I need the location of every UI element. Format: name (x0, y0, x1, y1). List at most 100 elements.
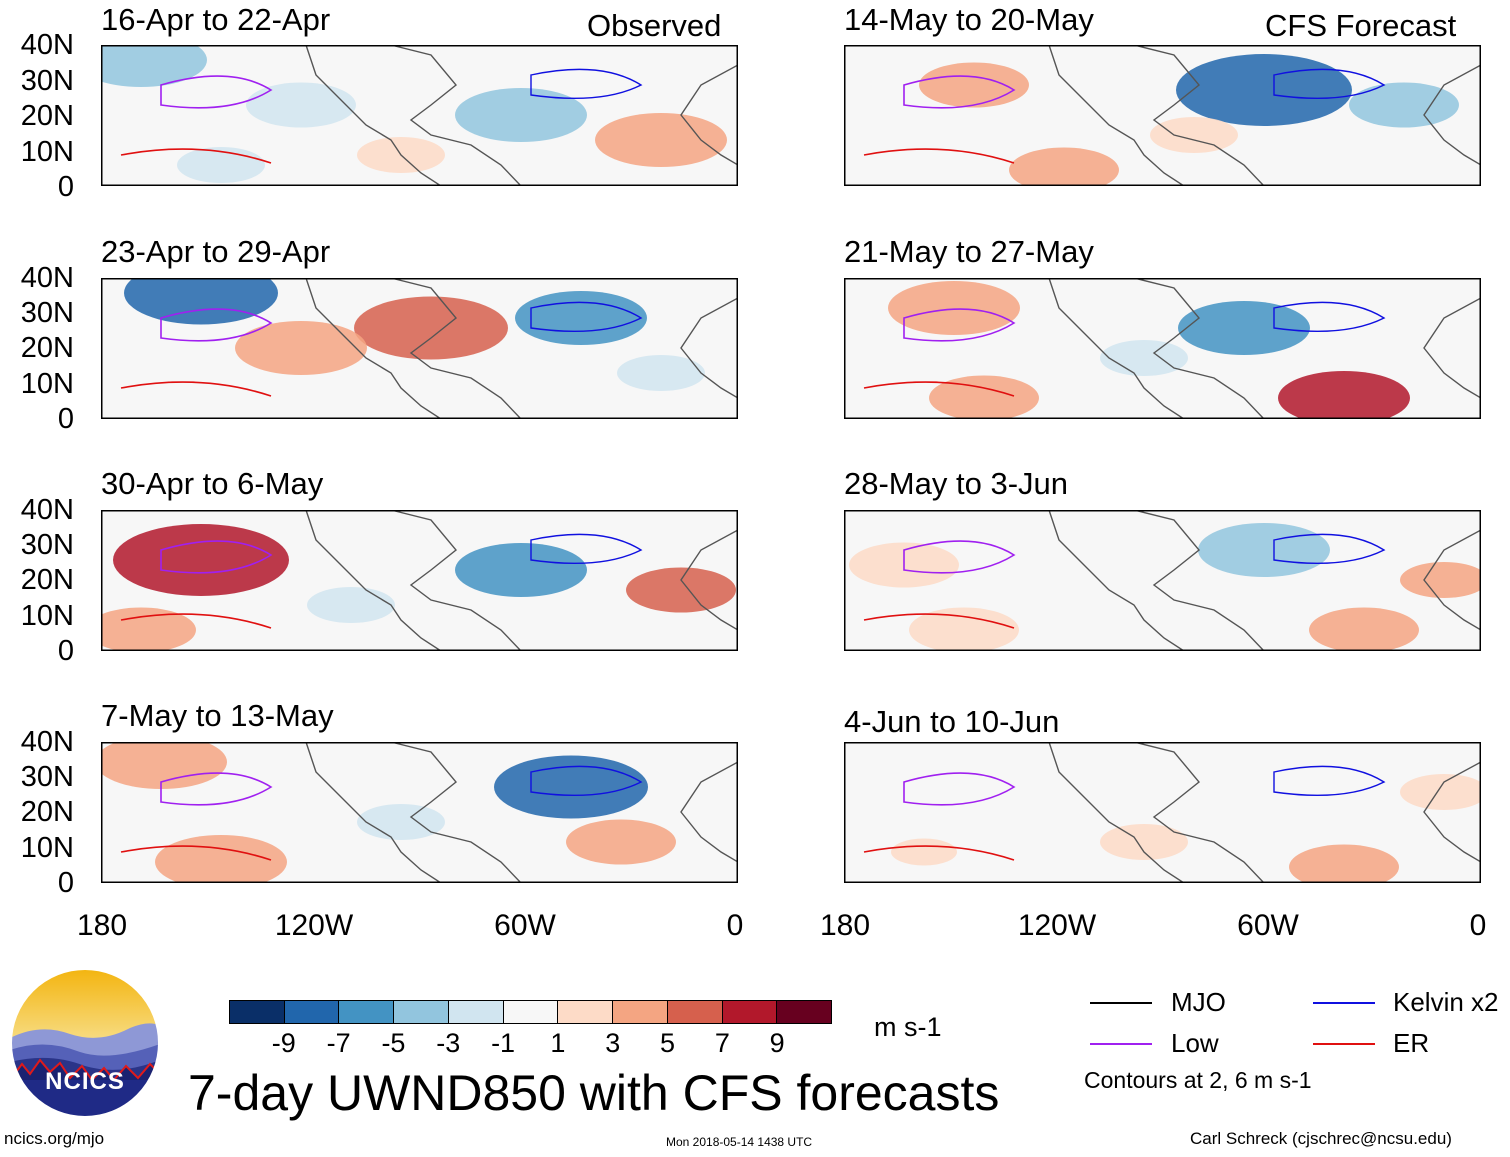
lat-label: 20N (20, 100, 74, 132)
colorbar-tick-label: -9 (271, 1028, 296, 1058)
legend-note: Contours at 2, 6 m s-1 (1084, 1067, 1312, 1093)
lat-label: 40N (20, 29, 74, 61)
wind-anomaly-shading (246, 82, 356, 128)
colorbar-tick-label: 1 (550, 1028, 566, 1058)
wind-anomaly-shading (101, 45, 207, 87)
colorbar-swatch (613, 1001, 668, 1023)
coastline-americas (1048, 742, 1185, 883)
wind-anomaly-shading (919, 62, 1029, 108)
legend-line-er (1313, 1043, 1375, 1045)
panel-frame (844, 278, 1481, 419)
er-contour (120, 845, 272, 861)
cfs-forecast-label: CFS Forecast (1265, 8, 1457, 43)
coastline-africa (1423, 64, 1481, 166)
map-panel-8 (844, 742, 1481, 883)
wind-anomaly-shading (354, 296, 508, 360)
panel-title-7: 28-May to 3-Jun (844, 466, 1068, 501)
wind-anomaly-shading (888, 281, 1020, 335)
lon-label: 180 (819, 909, 871, 942)
kelvin-contour (530, 765, 643, 797)
observed-label: Observed (587, 8, 722, 43)
wind-anomaly-shading (1309, 607, 1419, 651)
er-contour (120, 148, 272, 164)
wind-anomaly-shading (1400, 774, 1481, 810)
wind-anomaly-shading (1100, 340, 1188, 376)
wind-anomaly-shading (455, 543, 587, 597)
panel-title-3: 30-Apr to 6-May (101, 466, 324, 501)
panel-title-8: 4-Jun to 10-Jun (844, 704, 1060, 739)
coastline-gulf (1133, 510, 1265, 651)
wind-anomaly-shading (455, 88, 587, 142)
panel-title-2: 23-Apr to 29-Apr (101, 234, 331, 269)
wind-anomaly-shading (929, 375, 1039, 419)
legend-line-low (1090, 1043, 1152, 1045)
coastline-africa (680, 297, 738, 399)
wind-anomaly-shading (891, 838, 957, 866)
coastline-africa (1423, 297, 1481, 399)
coastline-gulf (1133, 45, 1265, 186)
er-contour (863, 381, 1015, 397)
coastline-americas (305, 510, 442, 651)
kelvin-contour (530, 533, 643, 565)
lat-label: 30N (20, 65, 74, 97)
lat-label: 40N (20, 726, 74, 758)
lat-label: 20N (20, 796, 74, 828)
lon-label: 0 (1469, 909, 1487, 942)
ncics-logo: NCICS (10, 968, 160, 1118)
colorbar-swatch (284, 1001, 340, 1023)
colorbar-swatch (722, 1001, 778, 1023)
panel-frame (101, 510, 738, 651)
lat-label: 20N (20, 564, 74, 596)
colorbar-tick-label: -5 (381, 1028, 406, 1058)
kelvin-contour (1273, 68, 1386, 100)
footer-author: Carl Schreck (cjschrec@ncsu.edu) (1190, 1129, 1452, 1148)
er-contour (863, 613, 1015, 629)
panel-frame (844, 510, 1481, 651)
wind-anomaly-shading (494, 755, 648, 819)
wind-anomaly-shading (357, 804, 445, 840)
colorbar-swatch (448, 1001, 504, 1023)
legend-line-kelvin (1313, 1002, 1375, 1004)
colorbar-swatch (394, 1001, 449, 1023)
colorbar-swatch (339, 1001, 395, 1023)
panel-frame (101, 278, 738, 419)
wind-anomaly-shading (1009, 147, 1119, 186)
coastline-gulf (1133, 742, 1265, 883)
er-contour (120, 613, 272, 629)
ncics-logo-text: NCICS (45, 1068, 125, 1095)
colorbar (229, 1000, 832, 1024)
panel-title-1: 16-Apr to 22-Apr (101, 2, 331, 37)
coastline-americas (1048, 278, 1185, 419)
wind-anomaly-shading (909, 607, 1019, 651)
low-contour (903, 540, 1016, 574)
wind-anomaly-shading (101, 607, 196, 651)
wind-anomaly-shading (1100, 824, 1188, 860)
lat-label: 10N (20, 136, 74, 168)
lat-label: 30N (20, 761, 74, 793)
lat-label: 0 (57, 171, 74, 203)
wind-anomaly-shading (235, 321, 367, 375)
wind-anomaly-shading (1400, 562, 1481, 598)
coastline-africa (680, 64, 738, 166)
lon-label: 60W (1237, 909, 1299, 942)
coastline-gulf (390, 510, 522, 651)
colorbar-tick-label: -3 (436, 1028, 461, 1058)
lat-label: 10N (20, 368, 74, 400)
panel-title-6: 21-May to 27-May (844, 234, 1094, 269)
lat-label: 30N (20, 529, 74, 561)
footer-url[interactable]: ncics.org/mjo (4, 1129, 105, 1148)
kelvin-contour (1273, 301, 1386, 333)
lat-label: 0 (57, 635, 74, 667)
colorbar-tick-label: 5 (660, 1028, 676, 1058)
wind-anomaly-shading (101, 742, 227, 789)
panel-title-4: 7-May to 13-May (101, 698, 334, 733)
panel-frame (844, 742, 1481, 883)
wind-anomaly-shading (124, 278, 278, 325)
map-panel-2 (101, 278, 738, 419)
legend-line-mjo (1090, 1002, 1152, 1004)
coastline-americas (305, 278, 442, 419)
kelvin-contour (530, 301, 643, 333)
lat-label: 20N (20, 332, 74, 364)
lon-label: 120W (1017, 909, 1097, 942)
map-panel-7 (844, 510, 1481, 651)
